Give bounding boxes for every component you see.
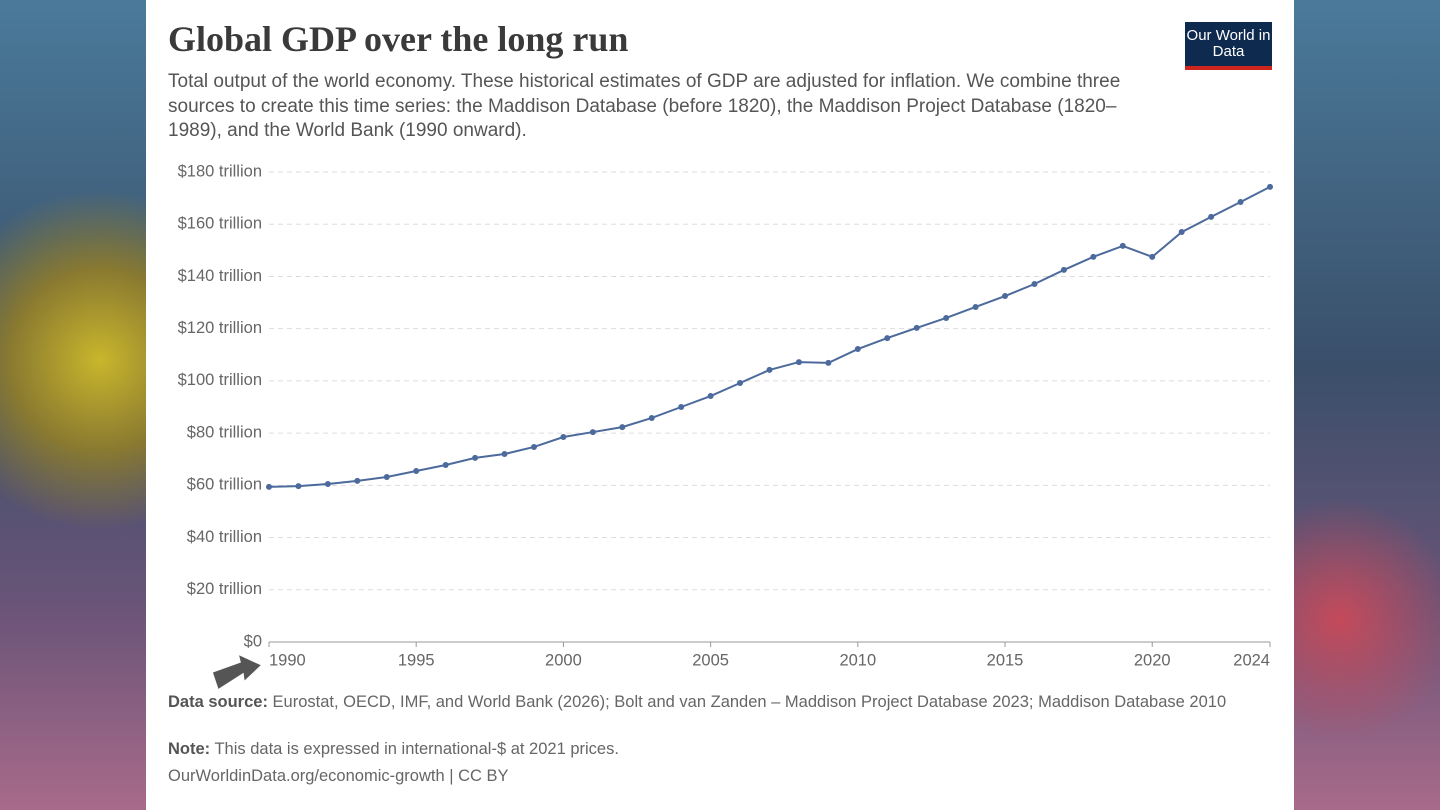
note-text: This data is expressed in international-… [214,740,619,758]
point [737,379,744,386]
line [268,185,1271,488]
point [1237,199,1244,206]
point [795,359,802,366]
point [1208,213,1215,220]
chart-title: Global GDP over the long run [168,19,629,59]
y-tick-label: $120 trillion [178,319,262,337]
point [589,429,596,436]
point [1178,229,1185,236]
point [825,359,832,366]
x-tick-label: 2024 [1233,651,1270,669]
y-tick-label: $40 trillion [187,528,262,546]
x-tick-label: 1990 [269,651,306,669]
point [354,477,361,484]
point [972,303,979,310]
point [442,461,449,468]
cursor-arrow [211,652,264,692]
point [1119,242,1126,249]
card [146,0,1294,810]
point [413,467,420,474]
point [1267,183,1273,190]
x-tick-label: 2000 [545,651,582,669]
y-tick-label: $140 trillion [178,267,262,285]
point [913,324,920,331]
point [1031,281,1038,288]
point [619,424,626,431]
point [707,393,714,400]
x-tick-label: 2010 [839,651,876,669]
point [854,346,861,353]
note: Note: This data is expressed in internat… [168,740,619,759]
source-label: Data source: [168,693,268,711]
x-tick-label: 2020 [1134,651,1171,669]
y-tick-label: $160 trillion [178,215,262,233]
y-tick-label: $100 trillion [178,371,262,389]
point [678,404,685,410]
x-tick-label: 2005 [692,651,729,669]
point [1002,293,1009,300]
point [383,473,390,480]
x-tick-label: 1995 [398,651,435,669]
y-tick-label: $20 trillion [187,580,262,598]
logo[interactable]: Our World in Data [1185,22,1272,70]
y-tick-label: $180 trillion [178,162,262,180]
point [943,314,950,321]
y-tick-label: $60 trillion [187,476,262,494]
note-label: Note: [168,740,211,758]
y-tick-label: $0 [244,632,262,650]
footer[interactable]: OurWorldinData.org/economic-growth | CC … [168,767,509,785]
point [1149,253,1156,260]
source: Data source: Eurostat, OECD, IMF, and Wo… [168,692,1248,713]
point [266,483,272,490]
point [766,366,773,373]
point [472,454,479,461]
source-text: Eurostat, OECD, IMF, and World Bank (202… [272,693,1227,711]
chart-subtitle: Total output of the world economy. These… [168,71,1121,141]
point [1090,253,1097,260]
point [324,481,331,488]
point [648,414,655,421]
point [295,483,302,490]
point [501,451,508,457]
point [1060,266,1067,273]
point [560,434,567,441]
x-tick-label: 2015 [987,651,1024,669]
y-tick-label: $80 trillion [187,423,262,441]
point [530,443,537,450]
point [884,335,891,342]
